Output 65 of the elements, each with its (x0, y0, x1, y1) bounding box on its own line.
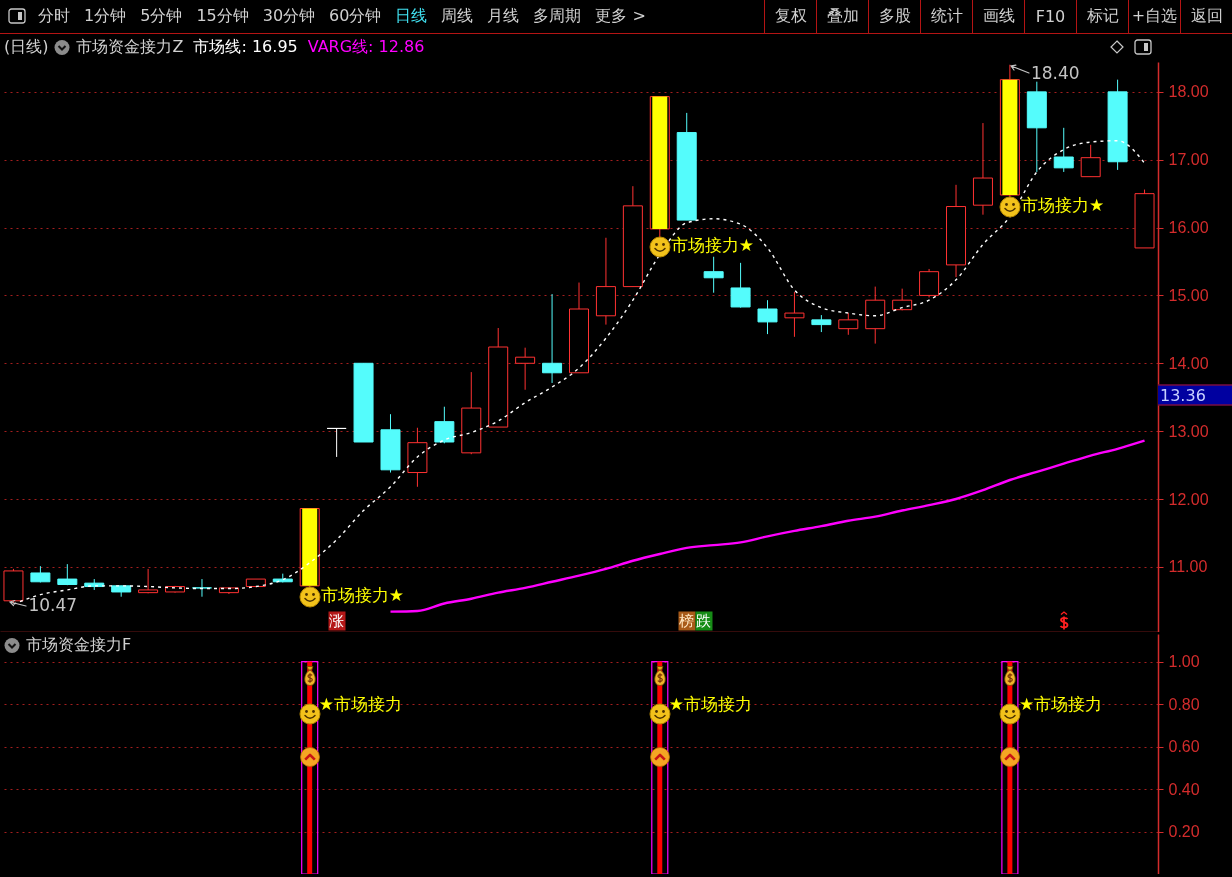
candlestick (515, 347, 536, 391)
annotation: ★市场接力 (668, 692, 753, 716)
annotation: 涨 (328, 611, 346, 631)
text: 画线 (982, 6, 1015, 27)
text: 多股 (878, 6, 911, 27)
text: 返回 (1190, 6, 1223, 27)
y-tick-label: 13.00 (1168, 422, 1209, 440)
candlestick (542, 293, 563, 384)
text: F10 (1035, 7, 1066, 26)
text: 叠加 (826, 6, 859, 27)
y-tick-label: 14.00 (1168, 354, 1209, 372)
y-tick-label: 0.20 (1168, 823, 1200, 841)
y-tick-label: 11.00 (1168, 558, 1208, 576)
candlestick (757, 299, 778, 335)
candlestick (1053, 127, 1074, 173)
text: 分时 (38, 6, 70, 27)
y-tick-label: 16.00 (1168, 219, 1209, 237)
text: 月线 (487, 6, 520, 27)
candlestick (1080, 144, 1101, 178)
text: 15分钟 (196, 6, 249, 27)
y-tick-label: 0.60 (1168, 738, 1200, 756)
annotation: 18.40 (1030, 62, 1080, 83)
chart-title: (日线) (4, 36, 49, 58)
annotation: ★市场接力 (318, 692, 402, 716)
y-tick-label: 18.00 (1168, 83, 1209, 101)
text: 13.36 (1158, 384, 1232, 406)
chart-title: 市场资金接力F (26, 634, 132, 656)
text: 更多 > (595, 6, 646, 27)
chart-subtitle: 市场资金接力Z (76, 36, 184, 58)
text: 1分钟 (84, 6, 127, 27)
text: 日线 (395, 6, 428, 27)
line-series (389, 439, 1146, 613)
y-tick-label: 12.00 (1168, 490, 1209, 508)
candlestick (838, 312, 859, 336)
text: VARG线: 12.86 (307, 36, 425, 58)
text: +自选 (1131, 6, 1178, 27)
y-tick-label: 1.00 (1168, 653, 1200, 671)
annotation: 市场接力★ (320, 583, 404, 607)
text: 多周期 (533, 6, 582, 27)
candlestick (138, 568, 159, 594)
annotation: 10.47 (28, 594, 78, 615)
text: 标记 (1086, 6, 1119, 27)
text: 统计 (930, 6, 963, 27)
text: 5分钟 (140, 6, 183, 27)
y-tick-label: 15.00 (1168, 286, 1209, 304)
y-tick-label: 17.00 (1168, 151, 1209, 169)
candlestick (784, 291, 805, 338)
candlestick (191, 578, 212, 598)
annotation: 市场接力★ (670, 233, 755, 257)
annotation: 榜 (678, 611, 696, 631)
text: 复权 (774, 6, 807, 27)
y-tick-label: 0.80 (1168, 695, 1200, 713)
text: 市场线: 16.95 (193, 36, 298, 58)
annotation: 跌 (695, 611, 713, 631)
annotation: ★市场接力 (1018, 692, 1103, 716)
candlestick (326, 427, 347, 458)
candlestick (730, 262, 751, 309)
candlestick (703, 256, 724, 294)
text: 30分钟 (262, 6, 316, 27)
text: 周线 (441, 6, 474, 27)
annotation: 市场接力★ (1020, 193, 1105, 217)
candlestick (434, 406, 455, 444)
text: 60分钟 (329, 6, 382, 27)
candlestick (919, 268, 940, 298)
y-tick-label: 0.40 (1168, 780, 1200, 798)
